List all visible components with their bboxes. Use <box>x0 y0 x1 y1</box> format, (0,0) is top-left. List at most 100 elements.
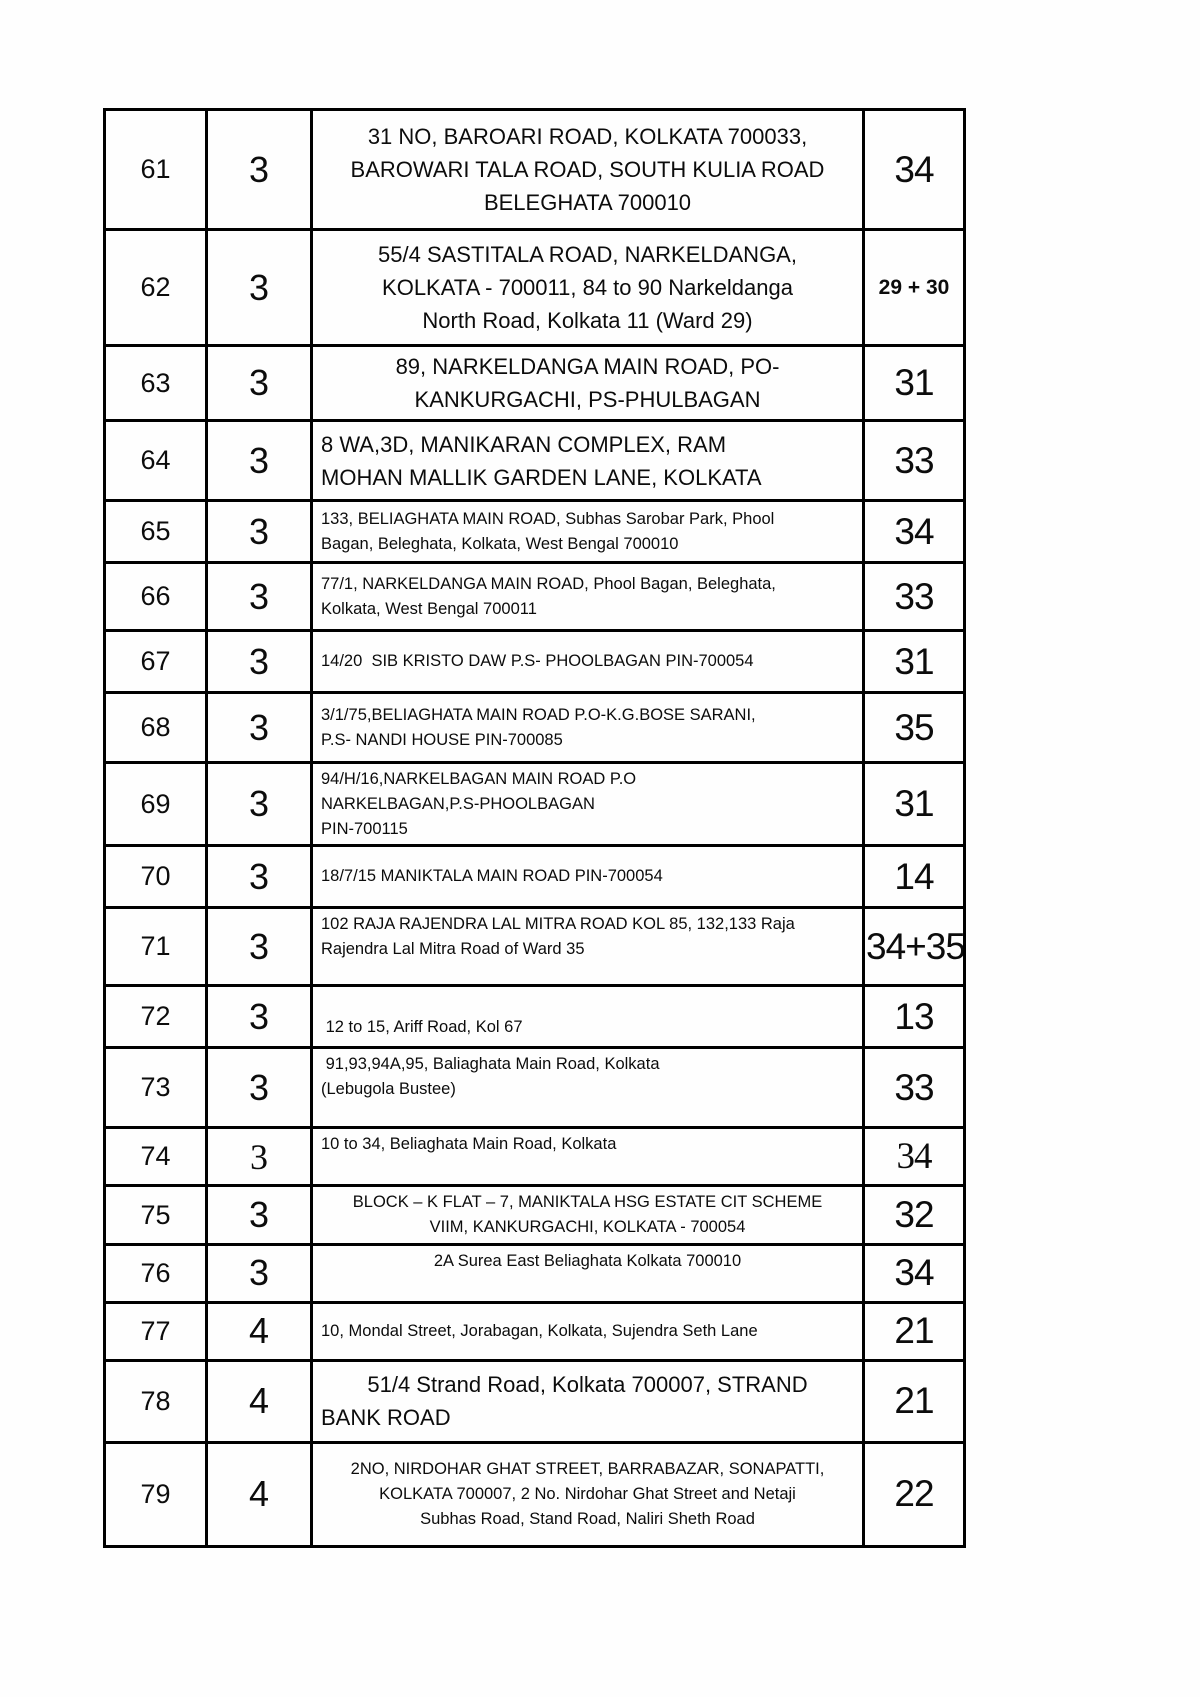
table-row: 74 3 10 to 34, Beliaghata Main Road, Kolka… <box>103 1126 966 1188</box>
ward-number-cell: 31 <box>862 760 966 848</box>
table-row: 63 3 89, NARKELDANGA MAIN ROAD, PO- KANKURG… <box>103 344 966 422</box>
address-line: Kolkata, West Bengal 700011 <box>321 599 537 618</box>
group-number-cell: 4 <box>205 1358 313 1444</box>
address-cell: 18/7/15 MANIKTALA MAIN ROAD PIN-700054 <box>310 844 865 910</box>
group-number-cell: 3 <box>205 1184 313 1246</box>
address-line: 2A Surea East Beliaghata Kolkata 700010 <box>433 1251 742 1270</box>
address-cell: 2NO, NIRDOHAR GHAT STREET, BARRABAZAR, S… <box>310 1440 865 1548</box>
ward-number-cell: 21 <box>862 1300 966 1362</box>
address-cell: 91,93,94A,95, Baliaghata Main Road, Kolk… <box>310 1046 865 1130</box>
table-row: 61 3 31 NO, BAROARI ROAD, KOLKATA 700033, B… <box>103 108 966 231</box>
address-cell: 133, BELIAGHATA MAIN ROAD, Subhas Saroba… <box>310 499 865 564</box>
ward-number-cell: 21 <box>862 1358 966 1444</box>
address-cell: 77/1, NARKELDANGA MAIN ROAD, Phool Bagan… <box>310 561 865 632</box>
address-line: 94/H/16,NARKELBAGAN MAIN ROAD P.O <box>321 770 637 788</box>
group-number-cell: 3 <box>205 228 313 347</box>
address-line: VIIM, KANKURGACHI, KOLKATA - 700054 <box>429 1218 746 1236</box>
serial-cell: 65 <box>103 499 208 564</box>
address-line: 133, BELIAGHATA MAIN ROAD, Subhas Saroba… <box>321 509 775 528</box>
serial-cell: 79 <box>103 1440 208 1548</box>
ward-number-cell: 22 <box>862 1440 966 1548</box>
table-row: 72 3 12 to 15, Ariff Road, Kol 67 13 <box>103 984 966 1050</box>
address-line: MOHAN MALLIK GARDEN LANE, KOLKATA <box>321 464 762 490</box>
group-number-cell: 3 <box>205 108 313 231</box>
ward-number-cell: 29 + 30 <box>862 228 966 347</box>
address-cell: 55/4 SASTITALA ROAD, NARKELDANGA, KOLKATA… <box>310 228 865 347</box>
ward-number-cell: 34+35 <box>862 906 966 988</box>
ward-number-cell: 31 <box>862 344 966 422</box>
address-line: (Lebugola Bustee) <box>321 1080 456 1098</box>
address-cell: 2A Surea East Beliaghata Kolkata 700010 <box>310 1242 865 1304</box>
address-line: KOLKATA - 700011, 84 to 90 Narkeldanga <box>382 275 793 300</box>
serial-cell: 70 <box>103 844 208 910</box>
address-line: Bagan, Beleghata, Kolkata, West Bengal 7… <box>321 534 679 553</box>
group-number-cell: 3 <box>205 419 313 502</box>
address-line: 10 to 34, Beliaghata Main Road, Kolkata <box>321 1135 617 1154</box>
table-row: 70 3 18/7/15 MANIKTALA MAIN ROAD PIN-70005… <box>103 844 966 910</box>
group-number-cell: 3 <box>205 1126 313 1188</box>
address-cell: 102 RAJA RAJENDRA LAL MITRA ROAD KOL 85,… <box>310 906 865 988</box>
serial-cell: 71 <box>103 906 208 988</box>
address-line: 77/1, NARKELDANGA MAIN ROAD, Phool Bagan… <box>321 574 776 593</box>
address-cell: 3/1/75,BELIAGHATA MAIN ROAD P.O-K.G.BOSE… <box>310 691 865 764</box>
address-line: 2NO, NIRDOHAR GHAT STREET, BARRABAZAR, S… <box>350 1460 825 1479</box>
table-row: 79 4 2NO, NIRDOHAR GHAT STREET, BARRABAZAR… <box>103 1440 966 1548</box>
table-row: 77 4 10, Mondal Street, Jorabagan, Kolkata… <box>103 1300 966 1362</box>
address-line: 91,93,94A,95, Baliaghata Main Road, Kolk… <box>321 1055 660 1074</box>
address-cell: 14/20 SIB KRISTO DAW P.S- PHOOLBAGAN PIN… <box>310 629 865 694</box>
group-number-cell: 3 <box>205 561 313 632</box>
group-number-cell: 3 <box>205 984 313 1050</box>
table-row: 69 3 94/H/16,NARKELBAGAN MAIN ROAD P.O NARK… <box>103 760 966 848</box>
serial-cell: 77 <box>103 1300 208 1362</box>
table-row: 66 3 77/1, NARKELDANGA MAIN ROAD, Phool Ba… <box>103 561 966 632</box>
ward-number-cell: 31 <box>862 629 966 694</box>
serial-cell: 73 <box>103 1046 208 1130</box>
address-line: 18/7/15 MANIKTALA MAIN ROAD PIN-700054 <box>321 867 663 886</box>
serial-cell: 74 <box>103 1126 208 1188</box>
ward-number-cell: 34 <box>862 499 966 564</box>
serial-cell: 76 <box>103 1242 208 1304</box>
address-line: 10, Mondal Street, Jorabagan, Kolkata, S… <box>321 1321 758 1340</box>
address-cell: BLOCK – K FLAT – 7, MANIKTALA HSG ESTATE… <box>310 1184 865 1246</box>
address-cell: 12 to 15, Ariff Road, Kol 67 <box>310 984 865 1050</box>
address-cell: 94/H/16,NARKELBAGAN MAIN ROAD P.O NARKELB… <box>310 760 865 848</box>
address-line: 102 RAJA RAJENDRA LAL MITRA ROAD KOL 85,… <box>321 915 795 934</box>
serial-cell: 64 <box>103 419 208 502</box>
table-row: 64 3 8 WA,3D, MANIKARAN COMPLEX, RAM MOHAN … <box>103 419 966 502</box>
group-number-cell: 4 <box>205 1300 313 1362</box>
ward-number-cell: 33 <box>862 1046 966 1130</box>
address-cell: 31 NO, BAROARI ROAD, KOLKATA 700033, BARO… <box>310 108 865 231</box>
address-cell: 10, Mondal Street, Jorabagan, Kolkata, S… <box>310 1300 865 1362</box>
address-cell: 10 to 34, Beliaghata Main Road, Kolkata <box>310 1126 865 1188</box>
address-line: Subhas Road, Stand Road, Naliri Sheth Ro… <box>420 1509 755 1528</box>
serial-cell: 72 <box>103 984 208 1050</box>
ward-number-cell: 13 <box>862 984 966 1050</box>
address-line: 89, NARKELDANGA MAIN ROAD, PO- <box>395 354 780 379</box>
address-line: 12 to 15, Ariff Road, Kol 67 <box>321 1017 523 1036</box>
ward-number-cell: 34 <box>862 108 966 231</box>
table-row: 76 3 2A Surea East Beliaghata Kolkata 7000… <box>103 1242 966 1304</box>
serial-cell: 69 <box>103 760 208 848</box>
address-line: NARKELBAGAN,P.S-PHOOLBAGAN <box>321 794 595 813</box>
group-number-cell: 3 <box>205 1046 313 1130</box>
serial-cell: 63 <box>103 344 208 422</box>
address-line: 55/4 SASTITALA ROAD, NARKELDANGA, <box>378 242 797 267</box>
address-line: 8 WA,3D, MANIKARAN COMPLEX, RAM <box>321 431 727 457</box>
ward-number-cell: 14 <box>862 844 966 910</box>
address-line: 51/4 Strand Road, Kolkata 700007, STRAND <box>367 1372 808 1398</box>
address-line: 3/1/75,BELIAGHATA MAIN ROAD P.O-K.G.BOSE… <box>321 705 756 724</box>
serial-cell: 78 <box>103 1358 208 1444</box>
address-line: 31 NO, BAROARI ROAD, KOLKATA 700033, <box>367 124 808 149</box>
address-line: BAROWARI TALA ROAD, SOUTH KULIA ROAD <box>350 157 825 182</box>
ward-number-cell: 34 <box>862 1242 966 1304</box>
address-line: P.S- NANDI HOUSE PIN-700085 <box>321 730 563 749</box>
address-cell: 89, NARKELDANGA MAIN ROAD, PO- KANKURGACH… <box>310 344 865 422</box>
table-row: 73 3 91,93,94A,95, Baliaghata Main Road, … <box>103 1046 966 1130</box>
address-line: PIN-700115 <box>321 819 408 838</box>
address-cell: 8 WA,3D, MANIKARAN COMPLEX, RAM MOHAN MAL… <box>310 419 865 502</box>
group-number-cell: 3 <box>205 906 313 988</box>
group-number-cell: 4 <box>205 1440 313 1548</box>
ward-number-cell: 33 <box>862 561 966 632</box>
table-row: 67 3 14/20 SIB KRISTO DAW P.S- PHOOLBAGAN … <box>103 629 966 694</box>
